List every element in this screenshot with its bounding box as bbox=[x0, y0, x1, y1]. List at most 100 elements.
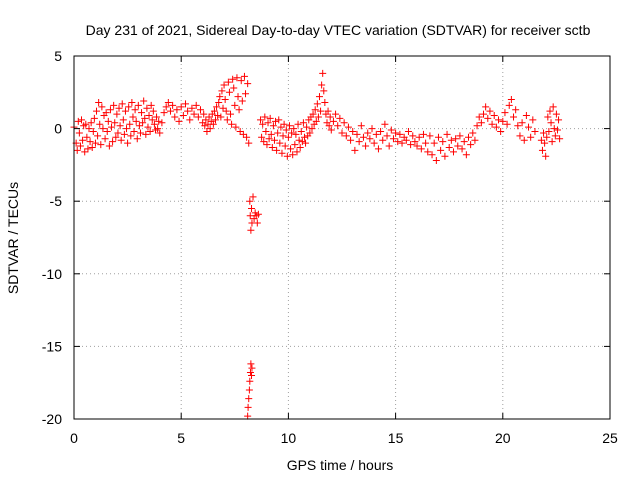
data-point bbox=[135, 122, 143, 130]
data-point bbox=[269, 122, 277, 130]
data-point bbox=[298, 138, 306, 146]
data-point bbox=[454, 142, 462, 150]
data-point bbox=[338, 129, 346, 137]
data-point bbox=[368, 125, 376, 133]
data-point bbox=[364, 129, 372, 137]
data-point bbox=[154, 125, 162, 133]
data-point bbox=[336, 114, 344, 122]
data-point bbox=[162, 103, 170, 111]
data-point bbox=[265, 135, 273, 143]
data-point bbox=[303, 123, 311, 131]
data-point bbox=[281, 142, 289, 150]
data-point bbox=[113, 110, 121, 118]
data-point bbox=[462, 151, 470, 159]
data-point bbox=[262, 128, 270, 136]
y-axis-label: SDTVAR / TECUs bbox=[5, 182, 21, 294]
data-point bbox=[124, 139, 132, 147]
data-point bbox=[321, 98, 329, 106]
data-point bbox=[426, 132, 434, 140]
data-point bbox=[196, 106, 204, 114]
data-point bbox=[87, 119, 95, 127]
data-point bbox=[312, 117, 320, 125]
data-point bbox=[177, 103, 185, 111]
data-point bbox=[430, 139, 438, 147]
data-point bbox=[83, 133, 91, 141]
data-point bbox=[202, 116, 210, 124]
data-point bbox=[89, 128, 97, 136]
data-point bbox=[273, 146, 281, 154]
data-point bbox=[324, 107, 332, 115]
data-point bbox=[372, 130, 380, 138]
data-point bbox=[553, 126, 561, 134]
data-point bbox=[101, 135, 109, 143]
data-point bbox=[288, 129, 296, 137]
data-point bbox=[285, 122, 293, 130]
data-point bbox=[437, 146, 445, 154]
data-point bbox=[217, 113, 225, 121]
data-point bbox=[84, 145, 92, 153]
data-point bbox=[96, 120, 104, 128]
data-point bbox=[227, 110, 235, 118]
data-point bbox=[374, 145, 382, 153]
data-point bbox=[200, 110, 208, 118]
data-point bbox=[121, 107, 129, 115]
data-point bbox=[469, 129, 477, 137]
data-point bbox=[171, 113, 179, 121]
data-point bbox=[158, 119, 166, 127]
data-point bbox=[439, 138, 447, 146]
data-point bbox=[497, 128, 505, 136]
data-point bbox=[181, 100, 189, 108]
data-point bbox=[233, 74, 241, 82]
data-point bbox=[257, 116, 265, 124]
data-point bbox=[228, 120, 236, 128]
data-point bbox=[243, 133, 251, 141]
data-point bbox=[329, 117, 337, 125]
data-point bbox=[106, 106, 114, 114]
data-point bbox=[82, 120, 90, 128]
data-point bbox=[153, 113, 161, 121]
data-point bbox=[102, 109, 110, 117]
data-point bbox=[379, 136, 387, 144]
data-point bbox=[213, 103, 221, 111]
data-point bbox=[145, 112, 153, 120]
data-point bbox=[116, 122, 124, 130]
data-point bbox=[419, 130, 427, 138]
data-point bbox=[293, 148, 301, 156]
data-point bbox=[248, 364, 256, 372]
data-point bbox=[127, 132, 135, 140]
data-point bbox=[377, 128, 385, 136]
data-point bbox=[522, 112, 530, 120]
y-tick-label: -10 bbox=[42, 266, 62, 282]
data-point bbox=[456, 132, 464, 140]
data-point bbox=[527, 133, 535, 141]
data-point bbox=[212, 116, 220, 124]
y-axis: 5 0 -5 -10 -15 -20 bbox=[42, 48, 610, 427]
data-point bbox=[237, 77, 245, 85]
data-point bbox=[475, 113, 483, 121]
data-point bbox=[385, 142, 393, 150]
data-point bbox=[98, 103, 106, 111]
data-point bbox=[86, 138, 94, 146]
y-tick-label: -15 bbox=[42, 338, 62, 354]
data-point bbox=[317, 107, 325, 115]
data-point bbox=[95, 98, 103, 106]
data-point bbox=[357, 122, 365, 130]
data-point bbox=[131, 106, 139, 114]
data-point bbox=[148, 116, 156, 124]
data-point bbox=[143, 104, 151, 112]
data-point bbox=[173, 106, 181, 114]
data-point bbox=[464, 133, 472, 141]
data-point bbox=[299, 119, 307, 127]
data-point bbox=[291, 141, 299, 149]
data-point bbox=[325, 122, 333, 130]
y-tick-label: 0 bbox=[54, 121, 62, 137]
data-point bbox=[111, 119, 119, 127]
data-point bbox=[155, 117, 163, 125]
data-point bbox=[210, 107, 218, 115]
data-point bbox=[486, 107, 494, 115]
data-point bbox=[471, 136, 479, 144]
data-point bbox=[495, 116, 503, 124]
x-tick-label: 5 bbox=[177, 430, 185, 446]
data-point bbox=[247, 360, 255, 368]
